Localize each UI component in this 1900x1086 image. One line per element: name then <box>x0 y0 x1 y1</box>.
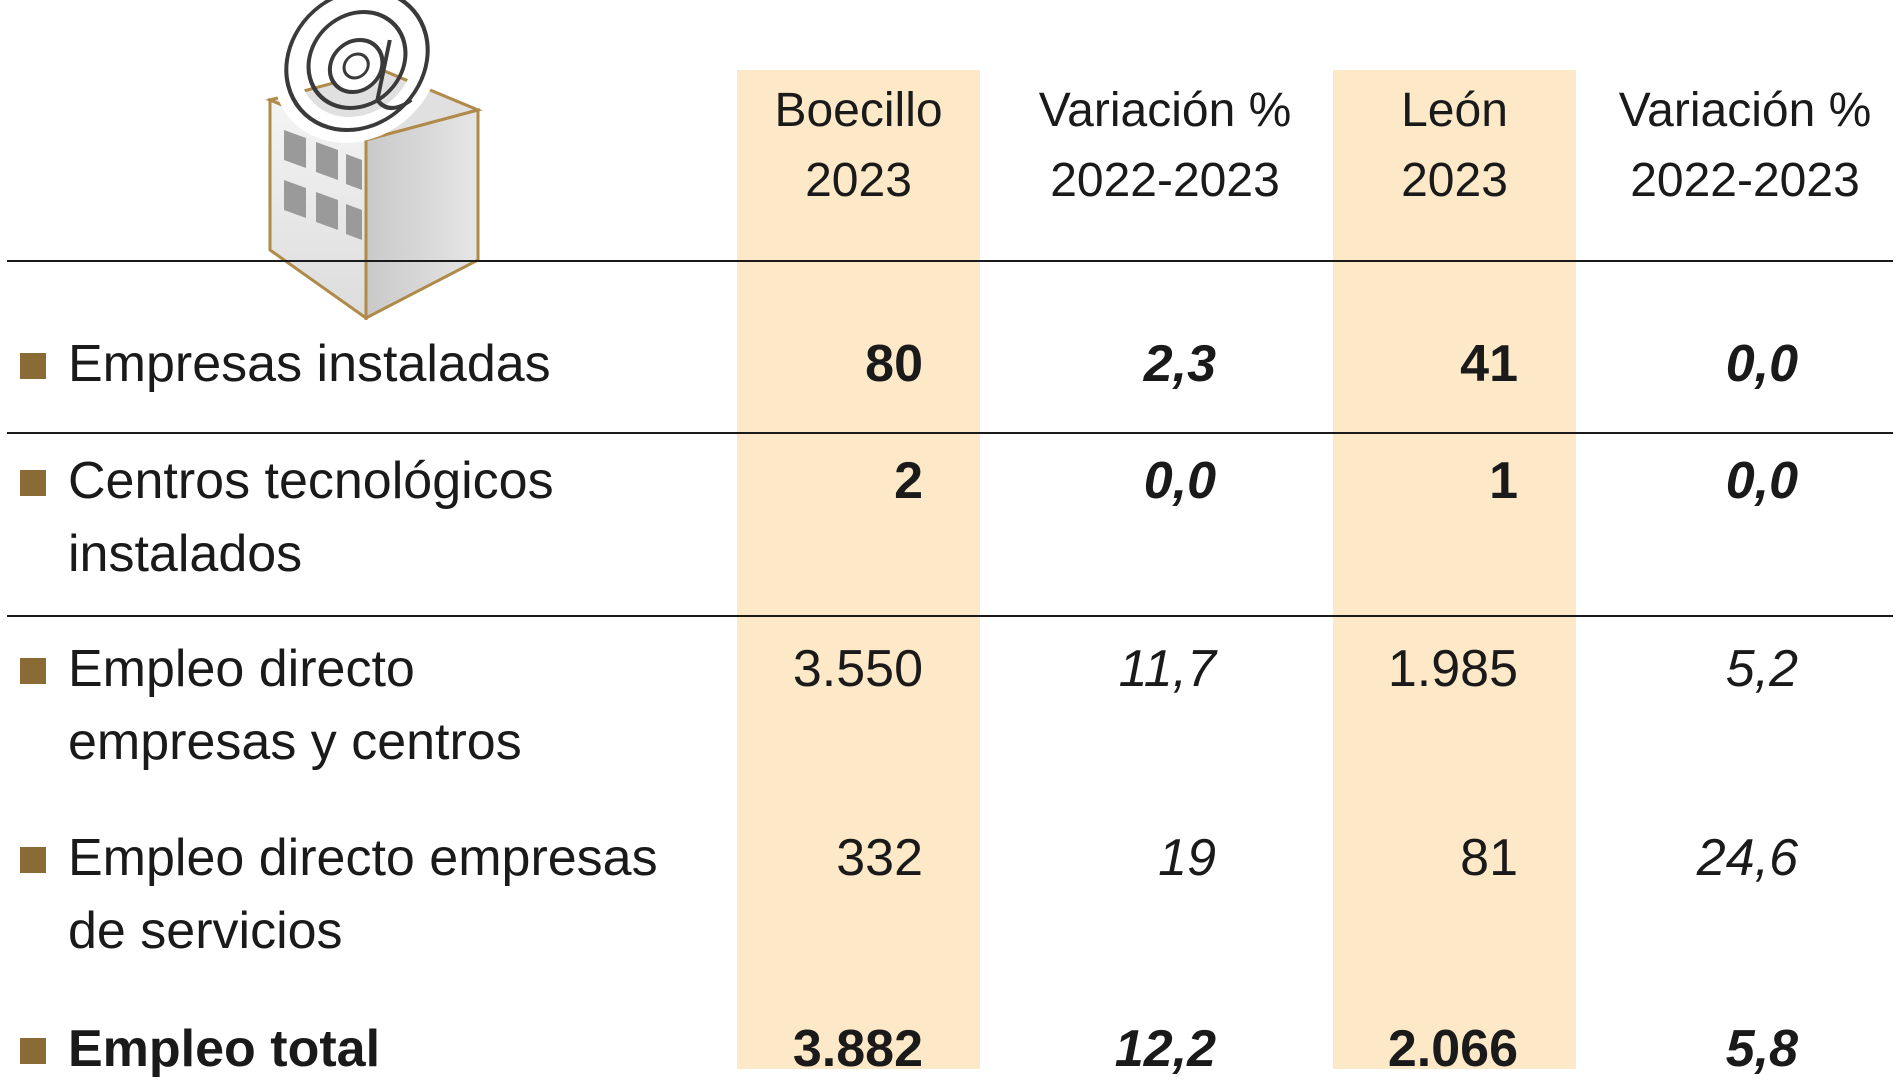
column-header-variation-leon: Variación % 2022-2023 <box>1618 84 1872 207</box>
row-label-empleo-total: Empleo total <box>68 1020 381 1078</box>
cell-variation-boecillo: 19 <box>1158 829 1216 887</box>
row-bullet <box>20 658 46 684</box>
row-label-empleo-directo-servicios: Empleo directo empresas de servicios <box>68 829 658 960</box>
row-bullet <box>20 847 46 873</box>
row-label-empleo-directo-empresas-centros: Empleo directo empresas y centros <box>68 640 522 771</box>
cell-variation-boecillo: 0,0 <box>1143 452 1216 510</box>
row-bullet <box>20 353 46 379</box>
cell-boecillo: 80 <box>865 335 923 393</box>
column-header-boecillo: Boecillo 2023 <box>774 84 943 207</box>
row-divider <box>7 615 1893 617</box>
cell-boecillo: 3.882 <box>792 1020 923 1078</box>
cell-leon: 1 <box>1489 452 1518 510</box>
row-label-centros-tecnologicos: Centros tecnológicos instalados <box>68 452 554 583</box>
cell-variation-leon: 0,0 <box>1725 335 1798 393</box>
cell-variation-leon: 24,6 <box>1696 829 1798 887</box>
at-sign-building-icon <box>265 0 483 320</box>
row-label-empresas-instaladas: Empresas instaladas <box>68 335 551 393</box>
cell-variation-leon: 0,0 <box>1725 452 1798 510</box>
cell-leon: 81 <box>1460 829 1518 887</box>
header-rule <box>7 260 1893 262</box>
cell-boecillo: 2 <box>894 452 923 510</box>
leon-column-band <box>1333 70 1576 1069</box>
cell-boecillo: 3.550 <box>792 640 923 698</box>
cell-variation-leon: 5,2 <box>1725 640 1798 698</box>
cell-boecillo: 332 <box>836 829 923 887</box>
cell-leon: 1.985 <box>1387 640 1518 698</box>
row-bullet <box>20 1038 46 1064</box>
cell-variation-boecillo: 11,7 <box>1118 640 1216 698</box>
boecillo-column-band <box>737 70 980 1069</box>
row-bullet <box>20 470 46 496</box>
column-header-leon: León 2023 <box>1401 84 1508 207</box>
cell-leon: 41 <box>1460 335 1518 393</box>
cell-variation-boecillo: 2,3 <box>1143 335 1216 393</box>
cell-variation-boecillo: 12,2 <box>1114 1020 1216 1078</box>
row-divider <box>7 432 1893 434</box>
column-header-variation-boecillo: Variación % 2022-2023 <box>1038 84 1292 207</box>
cell-variation-leon: 5,8 <box>1725 1020 1798 1078</box>
cell-leon: 2.066 <box>1387 1020 1518 1078</box>
